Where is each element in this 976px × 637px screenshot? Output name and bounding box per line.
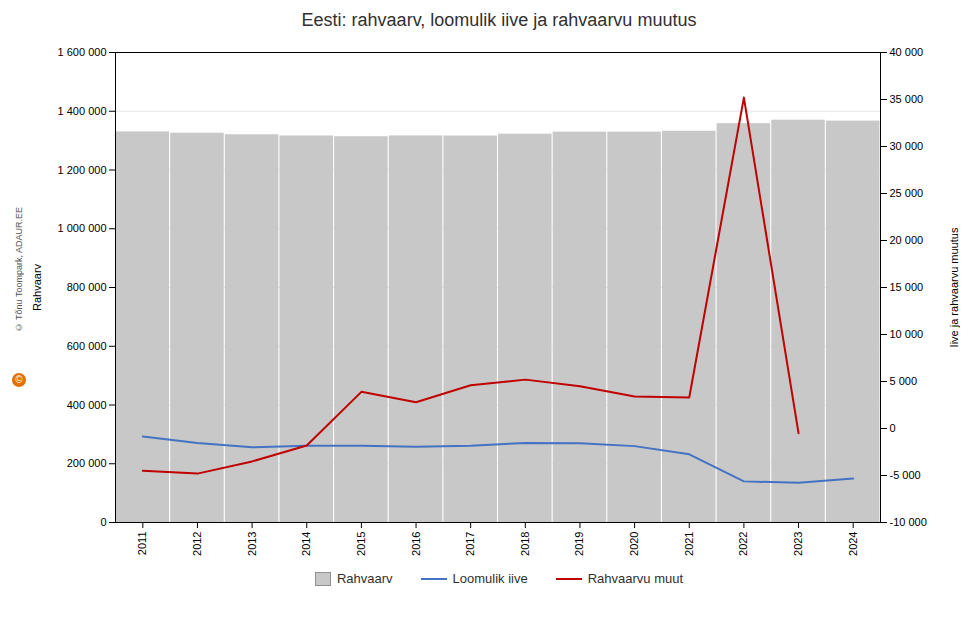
- svg-text:2020: 2020: [628, 532, 640, 556]
- html-text:Rahvaarvu muut: Rahvaarvu muut: [587, 571, 684, 586]
- svg-text:35 000: 35 000: [890, 93, 924, 105]
- svg-text:2024: 2024: [847, 532, 859, 556]
- svg-text:1 200 000: 1 200 000: [58, 164, 107, 176]
- html-text:Rahvaarv: Rahvaarv: [336, 571, 393, 586]
- svg-text:15 000: 15 000: [890, 281, 924, 293]
- svg-text:600 000: 600 000: [67, 340, 107, 352]
- svg-text:2015: 2015: [355, 532, 367, 556]
- svg-text:0: 0: [100, 516, 106, 528]
- svg-text:10 000: 10 000: [890, 328, 924, 340]
- svg-text:2013: 2013: [246, 532, 258, 556]
- svg-text:800 000: 800 000: [67, 281, 107, 293]
- svg-text:0: 0: [890, 422, 896, 434]
- svg-text:2022: 2022: [737, 532, 749, 556]
- svg-text:1 400 000: 1 400 000: [58, 105, 107, 117]
- svg-text:2014: 2014: [300, 532, 312, 556]
- svg-text:2016: 2016: [410, 532, 422, 556]
- html-text:Loomulik iive: Loomulik iive: [452, 571, 528, 586]
- html-text:© Tõnu Toompark, ADAUR.EE: © Tõnu Toompark, ADAUR.EE: [14, 207, 24, 333]
- svg-text:5 000: 5 000: [890, 375, 918, 387]
- svg-text:Rahvaarv: Rahvaarv: [31, 263, 43, 311]
- svg-text:2017: 2017: [464, 532, 476, 556]
- svg-text:Iive ja rahvaarvu muutus: Iive ja rahvaarvu muutus: [948, 227, 960, 347]
- svg-text:2019: 2019: [573, 532, 585, 556]
- svg-text:2018: 2018: [519, 532, 531, 556]
- svg-text:-10 000: -10 000: [890, 516, 927, 528]
- svg-text:2011: 2011: [136, 532, 148, 556]
- svg-text:40 000: 40 000: [890, 46, 924, 58]
- svg-text:2021: 2021: [683, 532, 695, 556]
- svg-text:1 000 000: 1 000 000: [58, 222, 107, 234]
- svg-text:200 000: 200 000: [67, 457, 107, 469]
- svg-text:-5 000: -5 000: [890, 469, 921, 481]
- svg-text:1 600 000: 1 600 000: [58, 46, 107, 58]
- svg-text:2023: 2023: [792, 532, 804, 556]
- html-text:Eesti: rahvaarv, loomulik iive: Eesti: rahvaarv, loomulik iive ja rahvaa…: [301, 10, 697, 30]
- svg-text:30 000: 30 000: [890, 140, 924, 152]
- svg-text:400 000: 400 000: [67, 399, 107, 411]
- svg-text:2012: 2012: [191, 532, 203, 556]
- svg-text:20 000: 20 000: [890, 234, 924, 246]
- svg-text:25 000: 25 000: [890, 187, 924, 199]
